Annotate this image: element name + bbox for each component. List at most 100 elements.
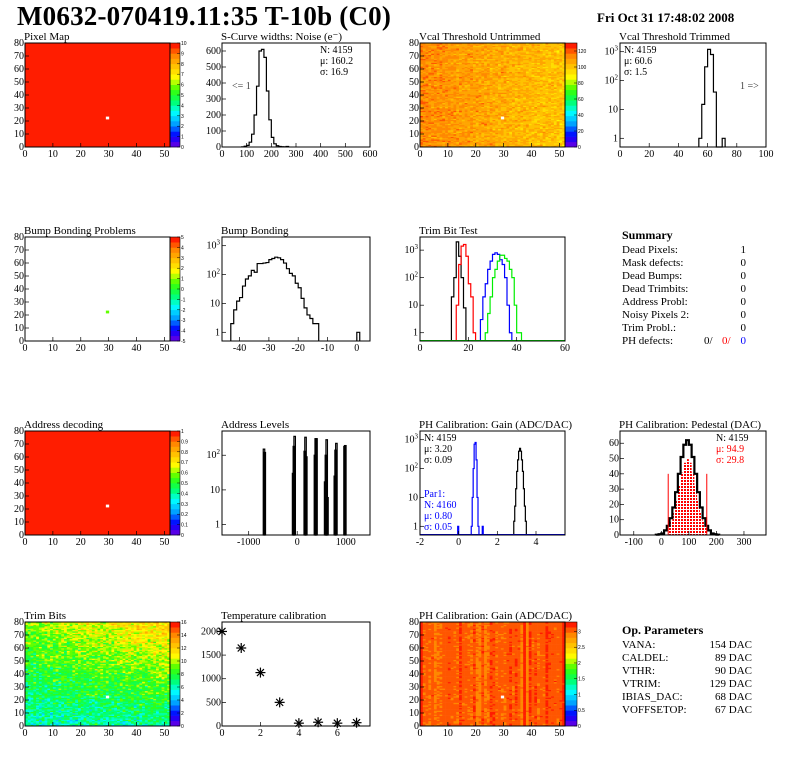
x-tick-label: 0 (618, 149, 623, 160)
heatmap-cell (512, 131, 516, 133)
heatmap-cell (420, 88, 424, 91)
heatmap-cell (492, 117, 496, 119)
heatmap-cell (523, 130, 527, 132)
heatmap-cell (545, 111, 549, 114)
heatmap-cell (517, 141, 521, 144)
heatmap-cell (475, 105, 479, 107)
heatmap-cell (509, 57, 513, 59)
x-tick-label: 10 (48, 343, 58, 354)
heatmap-cell (534, 89, 538, 92)
heatmap-cell (27, 657, 31, 659)
heatmap-cell (456, 117, 460, 119)
heatmap-cell (25, 697, 29, 699)
heatmap-cell (551, 119, 555, 122)
heatmap-cell (478, 70, 482, 72)
x-tick-label: -100 (625, 537, 643, 548)
heatmap-cell (433, 122, 438, 124)
heatmap-cell (484, 48, 488, 50)
heatmap-cell (439, 61, 443, 63)
heatmap-cell (447, 71, 451, 74)
heatmap-cell (548, 80, 552, 83)
heatmap-cell (461, 117, 465, 119)
heatmap-cell (456, 131, 460, 133)
heatmap-cell (453, 48, 457, 50)
heatmap-cell (486, 126, 491, 128)
heatmap-cell (559, 45, 563, 48)
heatmap-cell (559, 98, 563, 101)
heatmap-cell (450, 67, 454, 70)
heatmap-cell (27, 709, 31, 711)
heatmap-cell (484, 59, 488, 62)
x-tick-label: 60 (703, 149, 713, 160)
heatmap-cell (428, 62, 432, 65)
heatmap-cell (503, 46, 507, 49)
heatmap-cell (464, 49, 468, 52)
heatmap-cell (467, 46, 471, 49)
heatmap-cell (33, 716, 37, 719)
heatmap-cell (453, 117, 457, 119)
heatmap-cell (537, 115, 541, 118)
heatmap-cell (492, 59, 496, 62)
heatmap-cell (528, 54, 532, 57)
heatmap-cell (422, 59, 426, 62)
heatmap-cell (523, 76, 527, 79)
heatmap-cell (531, 75, 535, 78)
heatmap-cell (478, 121, 482, 123)
heatmap-cell (422, 89, 426, 92)
heatmap-cell (475, 100, 479, 102)
heatmap-cell (470, 109, 474, 111)
heatmap-cell (464, 105, 468, 107)
heatmap-cell (450, 49, 454, 52)
heatmap-cell (475, 95, 479, 97)
heatmap-cell (517, 49, 521, 52)
heatmap-cell (489, 66, 493, 68)
heatmap-cell (456, 58, 460, 61)
heatmap-cell (486, 128, 491, 131)
heatmap-cell (461, 128, 465, 131)
heatmap-cell (461, 130, 465, 132)
heatmap-cell (548, 44, 552, 46)
heatmap-cell (539, 89, 543, 92)
heatmap-cell (506, 110, 510, 113)
heatmap-cell (495, 132, 499, 135)
heatmap-cell (436, 54, 440, 57)
heatmap-cell (420, 45, 424, 48)
heatmap-cell (472, 109, 477, 111)
heatmap-cell (472, 118, 477, 120)
heatmap-cell (456, 54, 460, 57)
heatmap-cell (523, 71, 527, 74)
heatmap-cell (512, 102, 516, 105)
palette-band (170, 242, 180, 248)
heatmap-cell (534, 144, 538, 146)
heatmap-cell (25, 623, 29, 625)
heatmap-cell (442, 135, 446, 137)
heatmap-cell (433, 118, 438, 120)
y-tick-label: 102 (405, 462, 419, 475)
heatmap-cell (500, 87, 504, 89)
heatmap-cell (422, 84, 426, 87)
heatmap-cell (542, 135, 546, 137)
heatmap-cell (447, 136, 451, 139)
heatmap-cell (523, 93, 527, 96)
heatmap-cell (492, 127, 496, 130)
heatmap-cell (542, 46, 546, 49)
heatmap-cell (553, 85, 557, 88)
heatmap-cell (478, 137, 482, 140)
palette-band (170, 509, 180, 515)
stats-line: N: 4159 (320, 45, 353, 56)
heatmap-cell (467, 70, 471, 72)
palette-tick-label: 0.5 (181, 481, 188, 487)
heatmap-cell (484, 132, 488, 135)
heatmap-cell (556, 74, 560, 76)
heatmap-cell (523, 89, 527, 92)
heatmap-cell (523, 117, 527, 119)
heatmap-cell (30, 658, 34, 660)
heatmap-cell (461, 97, 465, 100)
heatmap-cell (439, 106, 443, 109)
heatmap-cell (489, 62, 493, 65)
heatmap-cell (442, 143, 446, 145)
heatmap-cell (25, 627, 29, 629)
heatmap-cell (525, 108, 530, 110)
heatmap-cell (433, 62, 438, 65)
y-tick-label: 70 (14, 245, 24, 256)
